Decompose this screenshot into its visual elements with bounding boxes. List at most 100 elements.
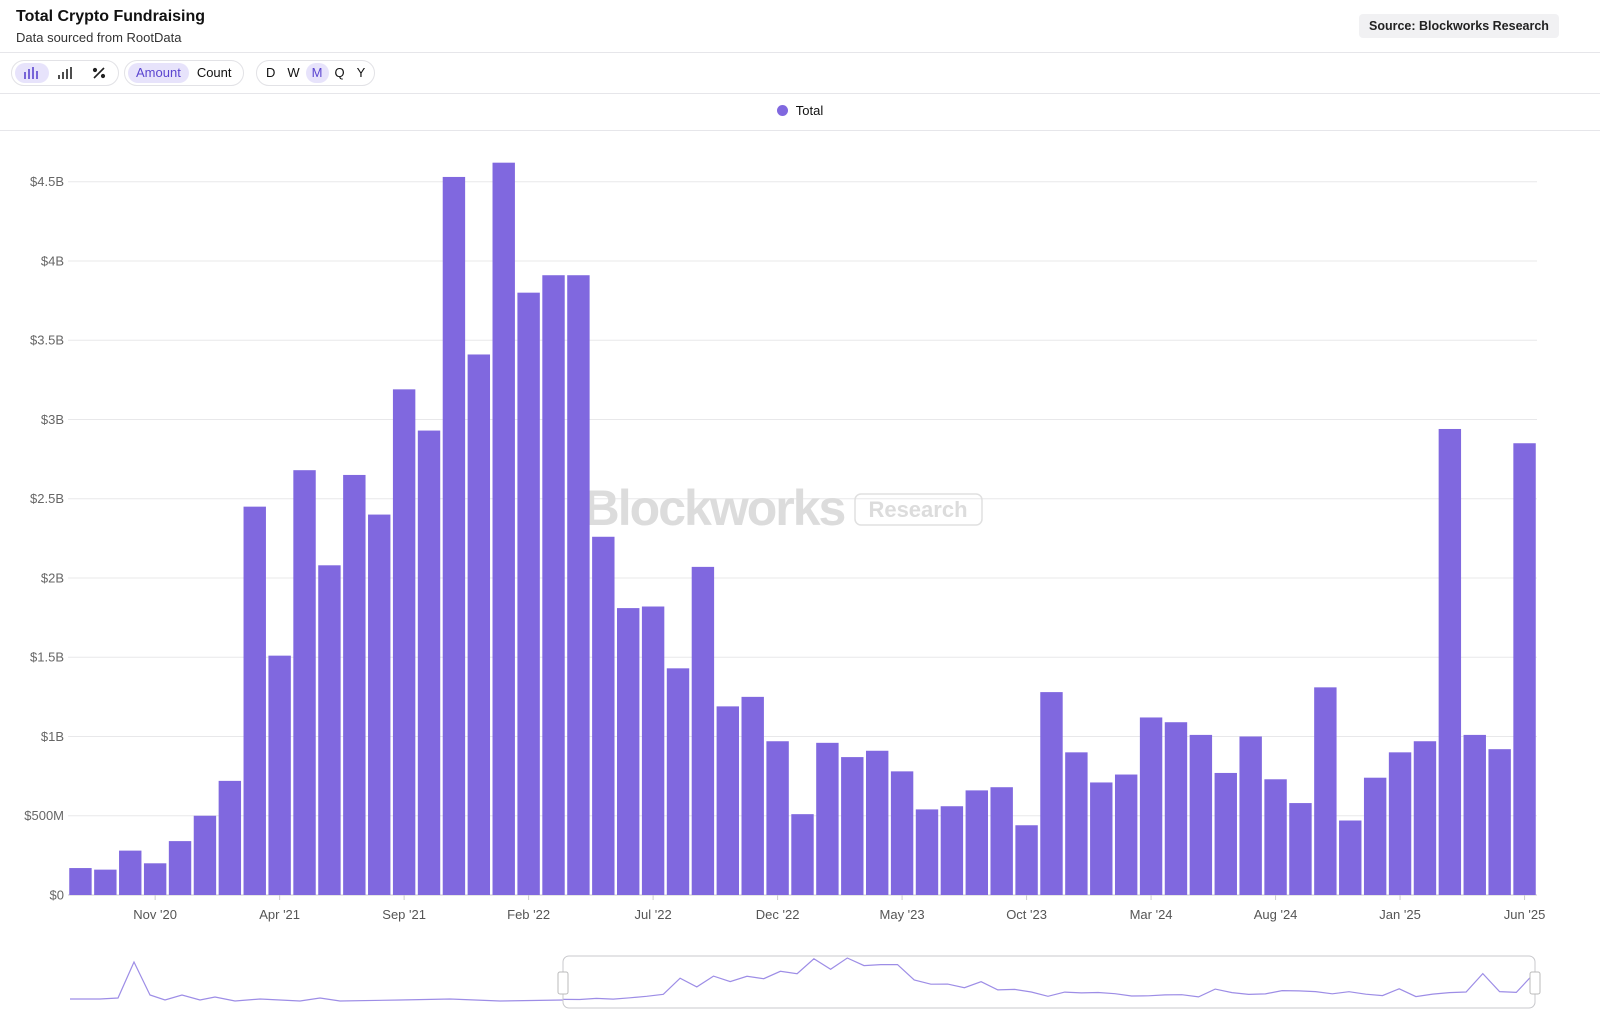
bar	[567, 275, 590, 896]
bar	[218, 780, 242, 895]
bar	[1139, 717, 1163, 895]
source-badge[interactable]: Source: Blockworks Research	[1359, 14, 1559, 38]
x-tick-label: Jul '22	[635, 907, 672, 922]
bar	[392, 389, 416, 895]
y-tick-label: $3.5B	[30, 333, 64, 348]
divider	[0, 130, 1600, 131]
bar	[940, 806, 964, 895]
y-tick-label: $1B	[41, 729, 64, 744]
bar-icon	[58, 67, 72, 79]
percent-icon	[92, 67, 106, 79]
bar	[1488, 749, 1511, 895]
navigator-handle[interactable]	[1529, 971, 1541, 995]
bar	[1090, 782, 1113, 895]
bar	[1065, 752, 1088, 895]
y-tick-label: $4B	[41, 253, 64, 268]
y-tick-label: $1.5B	[30, 650, 64, 665]
bar	[343, 474, 366, 895]
bar	[1314, 687, 1337, 895]
bar	[517, 292, 540, 896]
bar	[617, 608, 640, 895]
bar	[965, 790, 988, 895]
bar	[1114, 774, 1138, 895]
y-tick-label: $500M	[24, 808, 64, 823]
bar	[1413, 741, 1437, 895]
toolbar-button[interactable]: Q	[334, 65, 345, 80]
legend-swatch	[776, 105, 788, 116]
navigator-handle[interactable]	[557, 971, 569, 995]
toolbar-button[interactable]: D	[266, 65, 276, 80]
x-tick-label: Dec '22	[756, 907, 800, 922]
bar	[1363, 777, 1387, 895]
bar	[94, 869, 117, 895]
y-tick-label: $2B	[41, 570, 64, 585]
bar	[1438, 428, 1462, 895]
bar	[766, 741, 789, 895]
bar	[890, 771, 914, 895]
percent-chart-button[interactable]	[83, 63, 115, 83]
bar	[716, 706, 740, 895]
bar	[1339, 820, 1362, 895]
toolbar-button[interactable]: W	[287, 65, 300, 80]
bar-icon	[24, 67, 38, 79]
legend-label[interactable]: Total	[795, 103, 824, 118]
bar	[592, 536, 615, 895]
bar	[865, 750, 889, 895]
toolbar-button[interactable]: Amount	[128, 63, 189, 83]
bar	[741, 696, 764, 895]
x-tick-label: Apr '21	[259, 907, 300, 922]
bar	[69, 868, 92, 895]
chart-type-group	[11, 60, 119, 86]
legend: Total	[0, 103, 1600, 118]
bar	[1513, 443, 1536, 895]
bar	[542, 275, 565, 896]
bar-chart-button[interactable]	[15, 63, 49, 83]
bar	[990, 787, 1013, 895]
bar	[193, 815, 217, 895]
bar	[318, 565, 341, 895]
watermark-frame	[854, 493, 983, 526]
bar	[368, 514, 391, 895]
x-tick-label: Jun '25	[1504, 907, 1546, 922]
toolbar-button[interactable]: Count	[196, 65, 232, 80]
bar	[641, 606, 665, 895]
bar	[691, 566, 715, 895]
x-tick-label: Jan '25	[1379, 907, 1421, 922]
bar	[1189, 734, 1213, 895]
y-tick-label: $2.5B	[30, 491, 64, 506]
navigator-window[interactable]	[562, 955, 1536, 1009]
stacked-chart-button[interactable]	[49, 63, 83, 83]
subtitle: Data sourced from RootData	[16, 30, 182, 45]
bar	[841, 757, 864, 895]
bar	[1289, 803, 1312, 895]
bar	[666, 668, 690, 895]
bar	[1040, 692, 1063, 895]
metric-group: Amount Count	[124, 60, 244, 86]
bar	[268, 655, 291, 895]
watermark-tag: Research	[868, 497, 967, 522]
divider	[0, 93, 1600, 94]
bar	[791, 814, 814, 895]
bar	[1388, 752, 1412, 895]
x-tick-label: Oct '23	[1006, 907, 1047, 922]
bar	[417, 430, 441, 895]
y-tick-label: $3B	[41, 412, 64, 427]
toolbar-button[interactable]: Y	[356, 65, 366, 80]
x-tick-label: Nov '20	[133, 907, 177, 922]
bar	[816, 742, 839, 895]
bar	[442, 176, 466, 896]
navigator-line	[562, 957, 1534, 1001]
bar	[1239, 736, 1262, 895]
toolbar-button[interactable]: M	[305, 63, 329, 83]
x-tick-label: May '23	[880, 907, 925, 922]
bar	[168, 841, 192, 895]
x-tick-label: Sep '21	[382, 907, 426, 922]
bar	[119, 850, 142, 895]
bar	[293, 470, 316, 895]
bar	[1164, 722, 1188, 895]
bar	[915, 809, 939, 895]
bar	[467, 354, 491, 895]
